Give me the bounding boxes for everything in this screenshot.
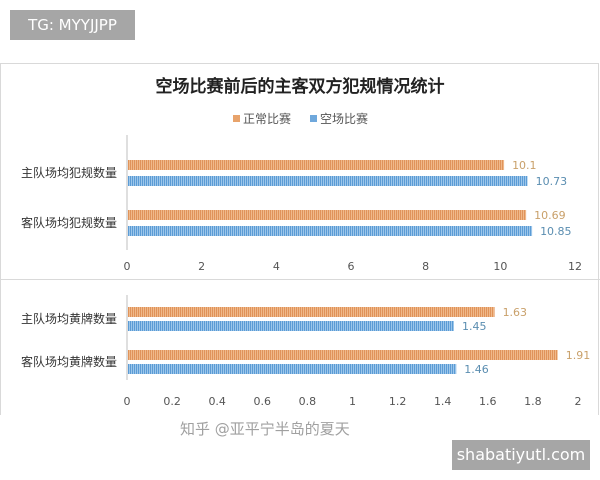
x-tick-label: 12 — [568, 260, 582, 273]
bar-normal — [128, 210, 527, 220]
x-tick-label: 0.4 — [208, 395, 226, 408]
data-label: 1.46 — [464, 363, 489, 376]
bar-empty — [128, 364, 457, 374]
x-tick-label: 8 — [422, 260, 429, 273]
category-label: 主队场均黄牌数量 — [21, 311, 117, 326]
legend: 正常比赛 空场比赛 — [233, 111, 368, 126]
data-label: 10.73 — [536, 175, 568, 188]
x-tick-label: 6 — [348, 260, 355, 273]
legend-label-empty: 空场比赛 — [320, 111, 368, 126]
x-tick-label: 1.8 — [524, 395, 542, 408]
bar-normal — [128, 307, 495, 317]
bar-empty — [128, 226, 533, 236]
category-label: 客队场均犯规数量 — [21, 215, 117, 230]
bar-normal — [128, 350, 558, 360]
chart-title: 空场比赛前后的主客双方犯规情况统计 — [156, 76, 445, 97]
x-tick-label: 1.2 — [389, 395, 407, 408]
data-label: 10.69 — [534, 209, 566, 222]
legend-swatch-empty — [310, 115, 317, 122]
x-tick-label: 0.6 — [254, 395, 272, 408]
x-tick-label: 0 — [124, 395, 131, 408]
x-tick-label: 2 — [198, 260, 205, 273]
x-tick-label: 1.6 — [479, 395, 497, 408]
data-label: 1.63 — [503, 306, 528, 319]
x-tick-label: 0 — [124, 260, 131, 273]
bar-empty — [128, 321, 454, 331]
x-tick-label: 4 — [273, 260, 280, 273]
bar-empty — [128, 176, 528, 186]
tag-label: TG: MYYJJPP — [10, 10, 135, 40]
data-label: 1.91 — [566, 349, 591, 362]
legend-swatch-normal — [233, 115, 240, 122]
site-label: shabatiyutl.com — [452, 440, 590, 470]
category-label: 客队场均黄牌数量 — [21, 354, 117, 369]
category-label: 主队场均犯规数量 — [21, 165, 117, 180]
x-tick-label: 1.4 — [434, 395, 452, 408]
x-tick-label: 2 — [575, 395, 582, 408]
chart-frame — [0, 63, 599, 415]
x-tick-label: 10 — [493, 260, 507, 273]
data-label: 10.85 — [540, 225, 572, 238]
x-tick-label: 1 — [349, 395, 356, 408]
watermark: 知乎 @亚平宁半岛的夏天 — [180, 420, 350, 438]
bar-normal — [128, 160, 505, 170]
data-label: 10.1 — [512, 159, 537, 172]
chart-divider — [0, 279, 600, 280]
legend-label-normal: 正常比赛 — [243, 111, 291, 126]
data-label: 1.45 — [462, 320, 487, 333]
x-tick-label: 0.2 — [163, 395, 181, 408]
x-tick-label: 0.8 — [299, 395, 317, 408]
